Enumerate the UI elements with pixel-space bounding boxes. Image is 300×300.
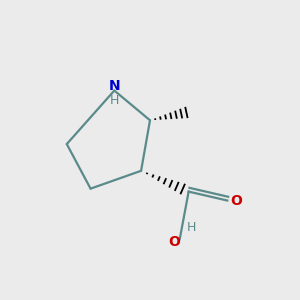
Text: O: O <box>230 194 242 208</box>
Text: H: H <box>110 94 119 107</box>
Text: N: N <box>109 79 120 93</box>
Text: O: O <box>168 235 180 249</box>
Text: H: H <box>187 221 196 234</box>
